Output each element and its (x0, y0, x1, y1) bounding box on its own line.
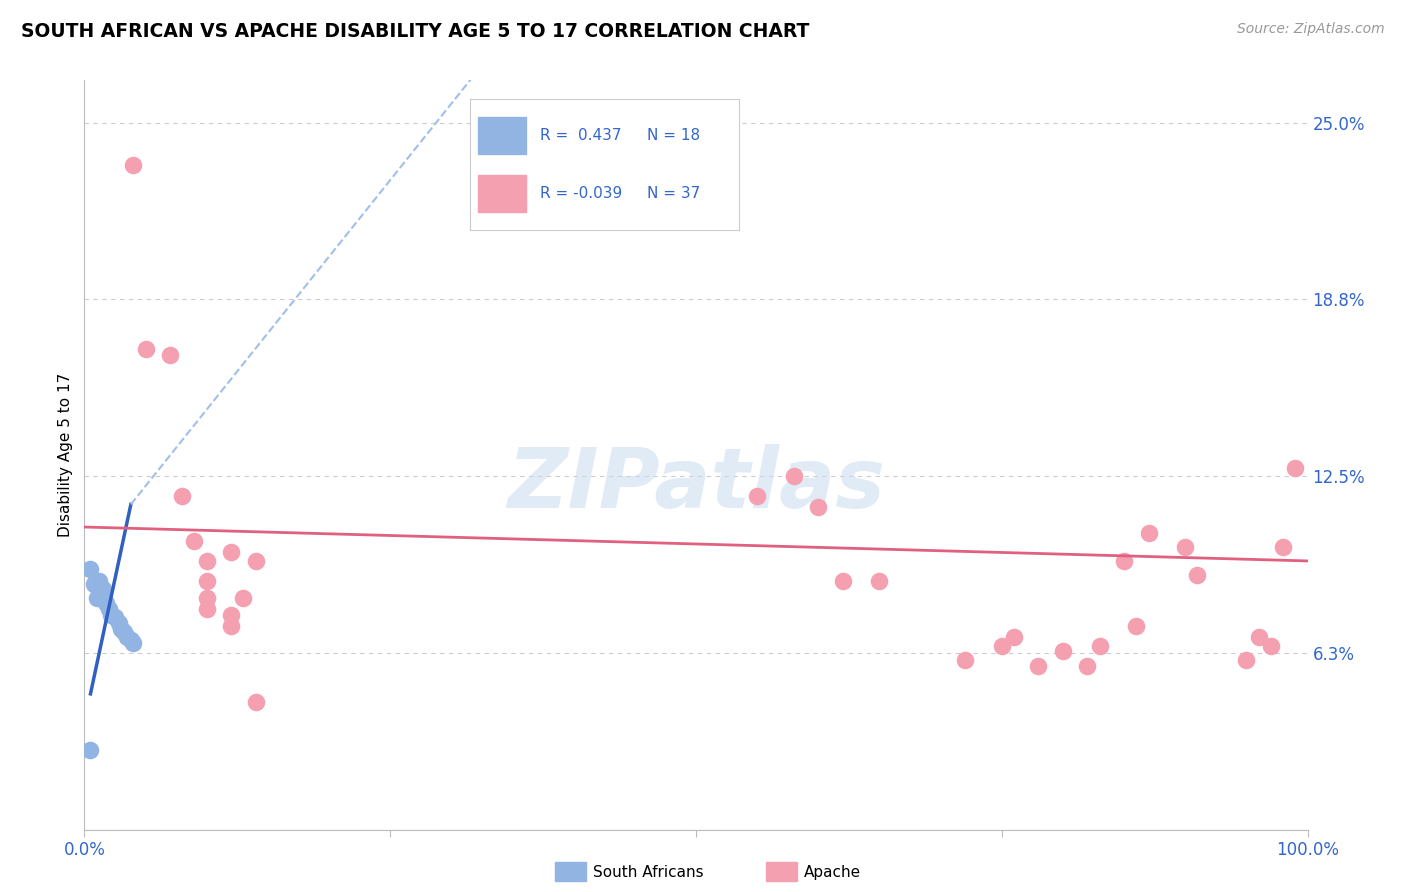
Point (1272, 540, 1295, 554)
Point (86, 591, 108, 605)
Text: Source: ZipAtlas.com: Source: ZipAtlas.com (1237, 22, 1385, 37)
Point (1088, 639, 1111, 653)
Point (1028, 658, 1050, 673)
Point (122, 158, 145, 172)
Point (219, 619, 242, 633)
Point (991, 639, 1014, 653)
Point (219, 545, 242, 559)
Point (83, 576, 105, 591)
Point (183, 534, 205, 549)
Point (1076, 658, 1098, 673)
Point (747, 489, 769, 503)
Point (1002, 630, 1025, 644)
Point (86, 579, 108, 593)
Point (120, 633, 142, 648)
Point (122, 636, 145, 650)
Point (135, 342, 157, 356)
Point (219, 607, 242, 622)
Text: ZIPatlas: ZIPatlas (508, 444, 884, 525)
Point (1236, 653, 1258, 667)
Point (110, 622, 132, 636)
Point (953, 653, 976, 667)
Point (91, 591, 114, 605)
Point (807, 500, 830, 515)
Point (1052, 644, 1074, 658)
Point (107, 616, 129, 631)
Text: SOUTH AFRICAN VS APACHE DISABILITY AGE 5 TO 17 CORRELATION CHART: SOUTH AFRICAN VS APACHE DISABILITY AGE 5… (21, 22, 810, 41)
Point (1137, 525, 1160, 540)
Point (104, 610, 127, 624)
Point (172, 489, 194, 503)
Point (1260, 639, 1282, 653)
Y-axis label: Disability Age 5 to 17: Disability Age 5 to 17 (58, 373, 73, 537)
Point (159, 347, 181, 361)
Point (1114, 554, 1136, 568)
Point (195, 554, 218, 568)
Point (245, 554, 267, 568)
Point (1187, 568, 1209, 582)
Point (1125, 619, 1147, 633)
Point (245, 695, 267, 709)
Text: South Africans: South Africans (593, 865, 704, 880)
Point (1247, 630, 1270, 644)
Point (783, 469, 806, 483)
Point (1174, 540, 1197, 554)
Point (79, 562, 101, 576)
Point (96, 596, 118, 610)
Point (831, 574, 853, 588)
Point (195, 591, 218, 605)
Point (115, 630, 138, 644)
Point (232, 591, 254, 605)
Point (91, 582, 114, 597)
Point (87, 574, 110, 588)
Point (79, 743, 101, 757)
Text: Apache: Apache (804, 865, 862, 880)
Point (195, 602, 218, 616)
Point (869, 574, 891, 588)
Point (112, 624, 135, 639)
Point (1284, 460, 1306, 475)
Point (97, 602, 120, 616)
Point (100, 607, 122, 622)
Point (195, 574, 218, 588)
